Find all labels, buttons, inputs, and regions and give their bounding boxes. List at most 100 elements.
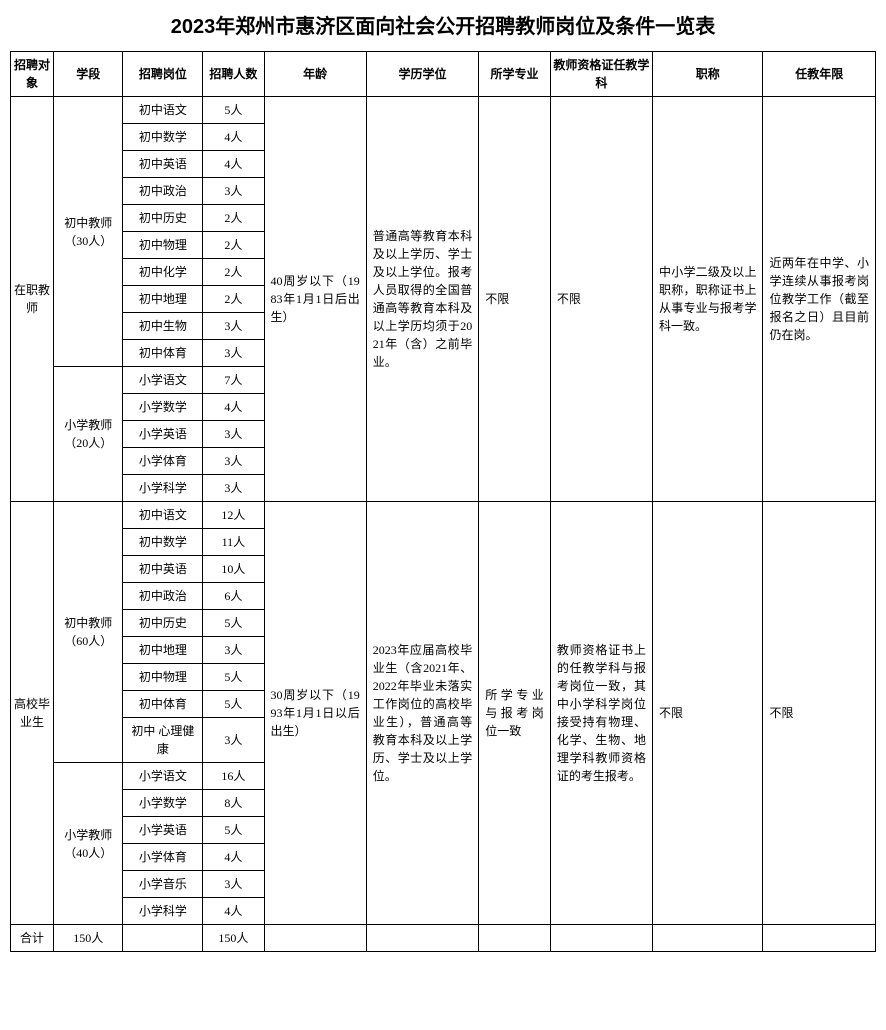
cell-position: 小学科学	[123, 475, 203, 502]
cell-position: 小学数学	[123, 394, 203, 421]
th-major: 所学专业	[479, 52, 551, 97]
cell-position: 初中体育	[123, 691, 203, 718]
cell-years: 近两年在中学、小学连续从事报考岗位教学工作（截至报名之日）且目前仍在岗。	[763, 97, 876, 502]
cell-count: 3人	[203, 871, 264, 898]
cell-position: 初中 心理健康	[123, 718, 203, 763]
cell-major: 不限	[479, 97, 551, 502]
table-row: 高校毕业生初中教师（60人）初中语文12人30周岁以下（1993年1月1日以后出…	[11, 502, 876, 529]
cell-cert: 不限	[550, 97, 652, 502]
cell-empty	[123, 925, 203, 952]
cell-position: 初中物理	[123, 664, 203, 691]
th-stage: 学段	[53, 52, 123, 97]
recruitment-table: 招聘对象 学段 招聘岗位 招聘人数 年龄 学历学位 所学专业 教师资格证任教学科…	[10, 51, 876, 952]
cell-count: 4人	[203, 124, 264, 151]
header-row: 招聘对象 学段 招聘岗位 招聘人数 年龄 学历学位 所学专业 教师资格证任教学科…	[11, 52, 876, 97]
th-count: 招聘人数	[203, 52, 264, 97]
cell-count: 2人	[203, 286, 264, 313]
cell-position: 初中历史	[123, 205, 203, 232]
cell-count: 3人	[203, 313, 264, 340]
cell-jobtitle: 中小学二级及以上职称，职称证书上从事专业与报考学科一致。	[653, 97, 763, 502]
cell-total-stage: 150人	[53, 925, 123, 952]
cell-count: 4人	[203, 844, 264, 871]
cell-count: 3人	[203, 421, 264, 448]
cell-age: 30周岁以下（1993年1月1日以后出生）	[264, 502, 366, 925]
cell-count: 12人	[203, 502, 264, 529]
cell-position: 初中英语	[123, 556, 203, 583]
cell-position: 初中数学	[123, 124, 203, 151]
cell-position: 初中政治	[123, 583, 203, 610]
cell-position: 初中数学	[123, 529, 203, 556]
cell-stage: 小学教师（20人）	[53, 367, 123, 502]
cell-position: 初中政治	[123, 178, 203, 205]
cell-count: 3人	[203, 340, 264, 367]
cell-position: 初中地理	[123, 637, 203, 664]
cell-count: 6人	[203, 583, 264, 610]
cell-empty	[479, 925, 551, 952]
cell-empty	[366, 925, 478, 952]
cell-count: 2人	[203, 232, 264, 259]
cell-target: 高校毕业生	[11, 502, 54, 925]
th-years: 任教年限	[763, 52, 876, 97]
cell-position: 小学语文	[123, 367, 203, 394]
cell-education: 2023年应届高校毕业生（含2021年、2022年毕业未落实工作岗位的高校毕业生…	[366, 502, 478, 925]
cell-count: 3人	[203, 475, 264, 502]
cell-position: 初中地理	[123, 286, 203, 313]
cell-position: 小学体育	[123, 844, 203, 871]
cell-count: 8人	[203, 790, 264, 817]
cell-count: 4人	[203, 898, 264, 925]
cell-position: 小学英语	[123, 817, 203, 844]
cell-empty	[763, 925, 876, 952]
cell-position: 初中物理	[123, 232, 203, 259]
cell-target: 在职教师	[11, 97, 54, 502]
th-cert: 教师资格证任教学科	[550, 52, 652, 97]
cell-count: 3人	[203, 448, 264, 475]
cell-empty	[653, 925, 763, 952]
cell-jobtitle: 不限	[653, 502, 763, 925]
cell-count: 5人	[203, 97, 264, 124]
cell-empty	[264, 925, 366, 952]
cell-count: 3人	[203, 718, 264, 763]
cell-count: 3人	[203, 637, 264, 664]
cell-position: 小学语文	[123, 763, 203, 790]
th-jobtitle: 职称	[653, 52, 763, 97]
cell-stage: 初中教师（60人）	[53, 502, 123, 763]
cell-position: 初中语文	[123, 97, 203, 124]
cell-count: 2人	[203, 205, 264, 232]
cell-position: 初中体育	[123, 340, 203, 367]
cell-position: 初中生物	[123, 313, 203, 340]
cell-stage: 初中教师（30人）	[53, 97, 123, 367]
cell-count: 5人	[203, 610, 264, 637]
th-target: 招聘对象	[11, 52, 54, 97]
cell-count: 3人	[203, 178, 264, 205]
cell-position: 小学科学	[123, 898, 203, 925]
cell-position: 小学数学	[123, 790, 203, 817]
cell-position: 初中历史	[123, 610, 203, 637]
cell-total-count: 150人	[203, 925, 264, 952]
cell-position: 初中化学	[123, 259, 203, 286]
cell-count: 4人	[203, 151, 264, 178]
cell-count: 5人	[203, 664, 264, 691]
cell-count: 5人	[203, 817, 264, 844]
cell-count: 7人	[203, 367, 264, 394]
cell-age: 40周岁以下（1983年1月1日后出生）	[264, 97, 366, 502]
cell-count: 10人	[203, 556, 264, 583]
cell-count: 16人	[203, 763, 264, 790]
cell-years: 不限	[763, 502, 876, 925]
th-position: 招聘岗位	[123, 52, 203, 97]
cell-education: 普通高等教育本科及以上学历、学士及以上学位。报考人员取得的全国普通高等教育本科及…	[366, 97, 478, 502]
cell-count: 2人	[203, 259, 264, 286]
cell-cert: 教师资格证书上的任教学科与报考岗位一致，其中小学科学岗位接受持有物理、化学、生物…	[550, 502, 652, 925]
page-title: 2023年郑州市惠济区面向社会公开招聘教师岗位及条件一览表	[10, 10, 876, 39]
cell-position: 小学体育	[123, 448, 203, 475]
cell-count: 4人	[203, 394, 264, 421]
cell-position: 初中语文	[123, 502, 203, 529]
cell-empty	[550, 925, 652, 952]
cell-position: 初中英语	[123, 151, 203, 178]
total-row: 合计150人150人	[11, 925, 876, 952]
cell-count: 11人	[203, 529, 264, 556]
th-education: 学历学位	[366, 52, 478, 97]
cell-major: 所学专业与报考岗位一致	[479, 502, 551, 925]
table-row: 在职教师初中教师（30人）初中语文5人40周岁以下（1983年1月1日后出生）普…	[11, 97, 876, 124]
cell-position: 小学音乐	[123, 871, 203, 898]
cell-total-label: 合计	[11, 925, 54, 952]
